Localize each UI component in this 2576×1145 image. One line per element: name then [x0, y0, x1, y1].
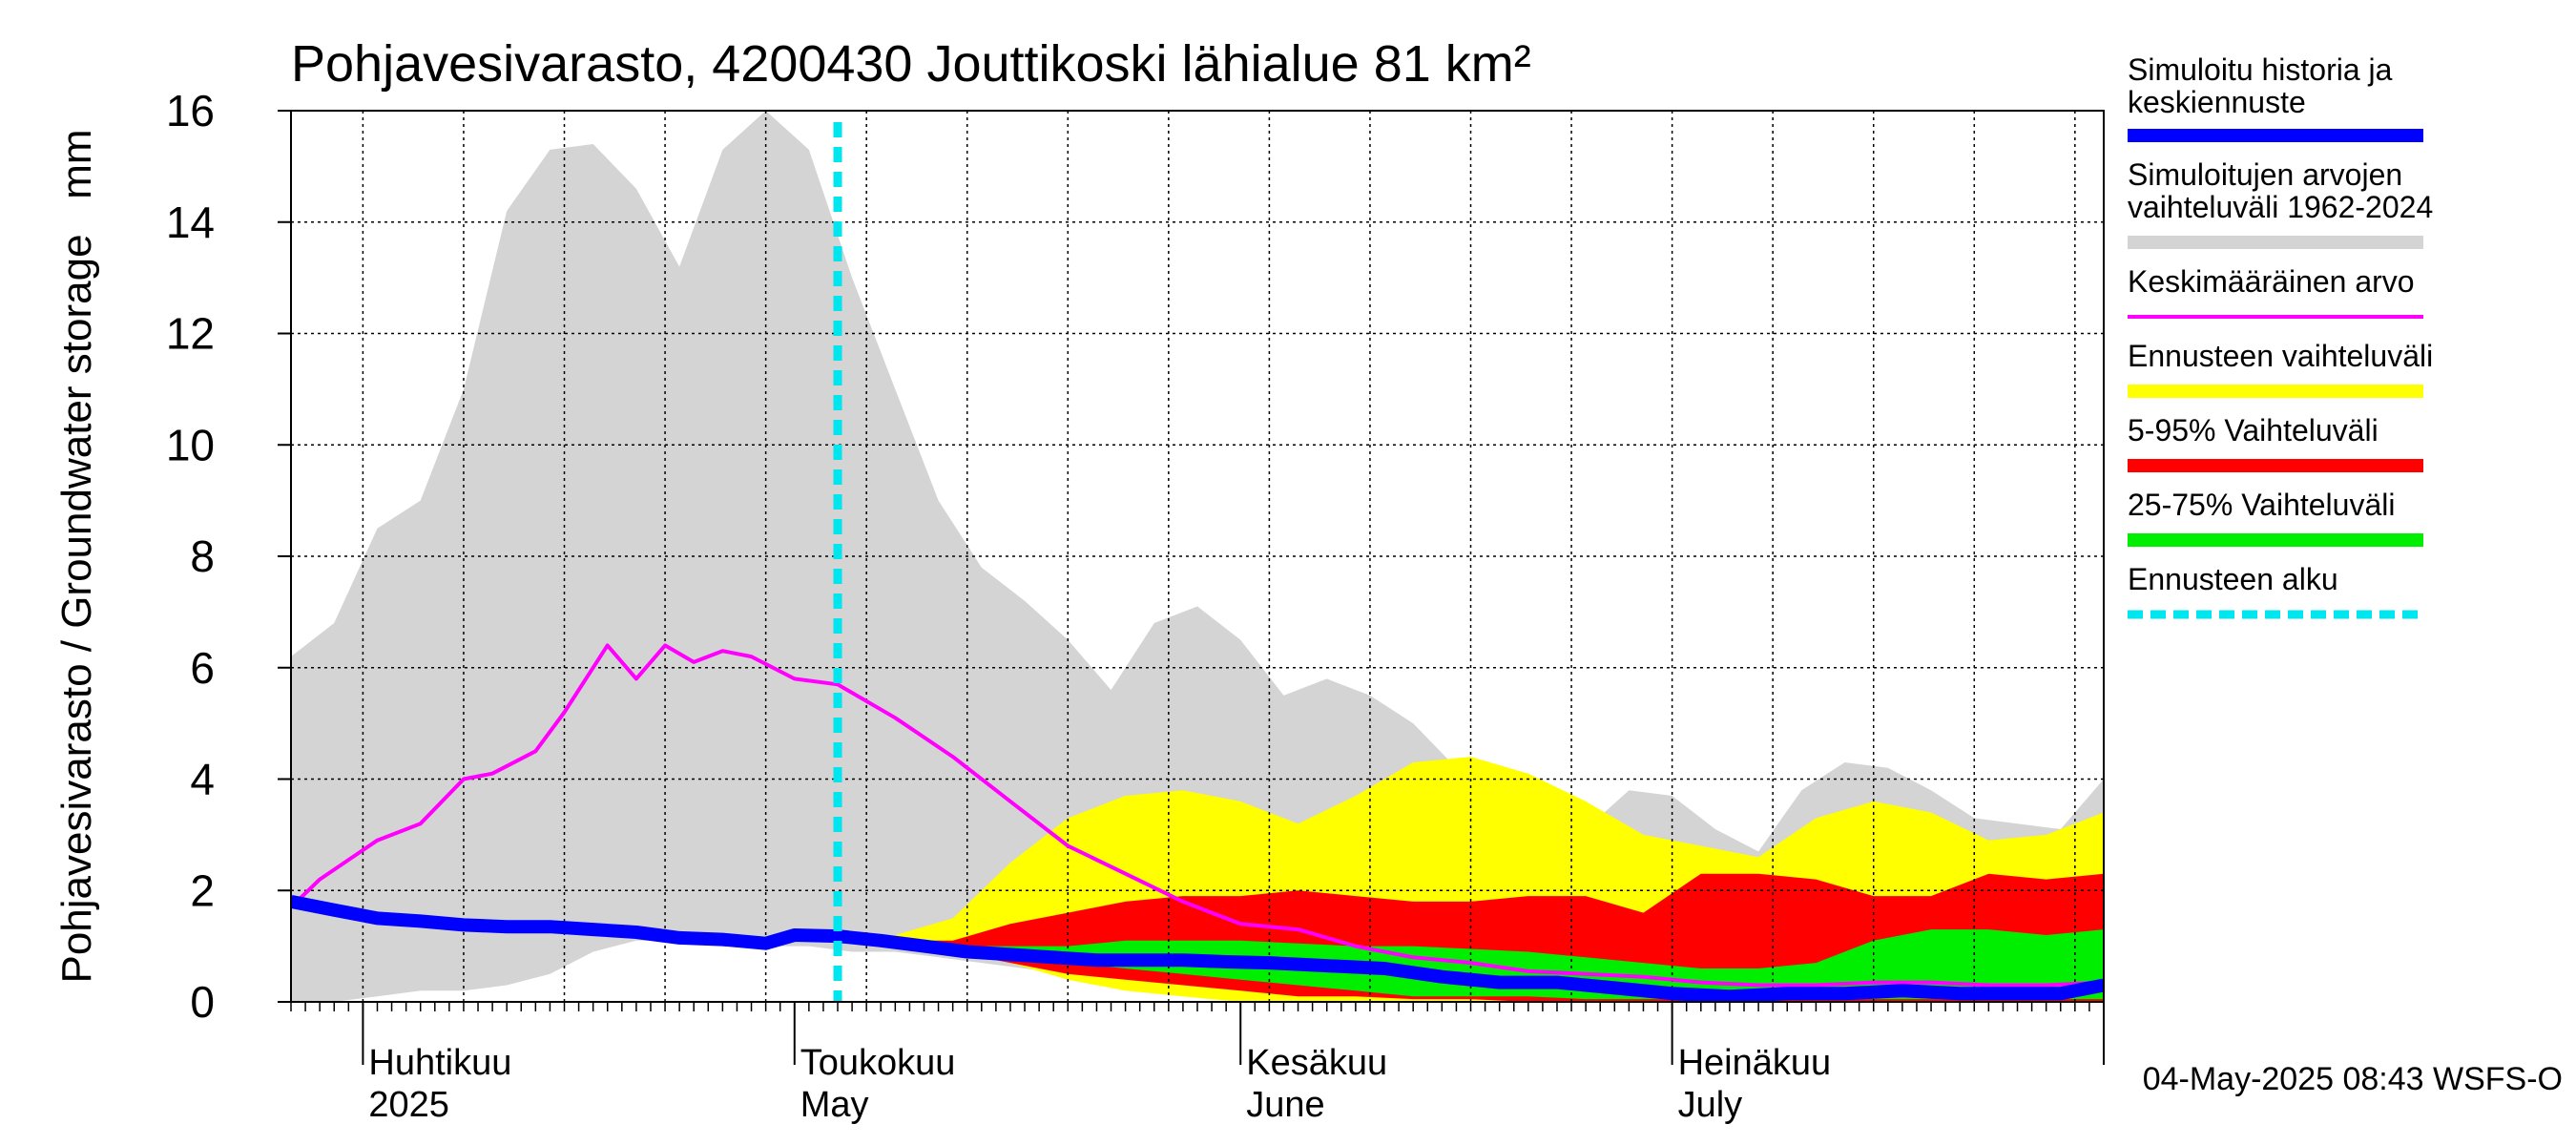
x-month-label-en: June	[1246, 1085, 1324, 1125]
band-0	[291, 111, 2104, 1002]
legend-item: 25-75% Vaihteluväli	[2128, 488, 2423, 547]
footer-timestamp: 04-May-2025 08:43 WSFS-O	[2143, 1061, 2563, 1097]
legend-label: 25-75% Vaihteluväli	[2128, 488, 2395, 522]
y-tick-label: 14	[166, 198, 215, 247]
simulated-history-line	[291, 895, 2104, 1002]
legend-label: 5-95% Vaihteluväli	[2128, 413, 2379, 448]
legend-label: Ennusteen alku	[2128, 562, 2338, 596]
y-tick-label: 12	[166, 309, 215, 359]
legend-item: Keskimääräinen arvo	[2128, 264, 2423, 319]
x-month-label-fi: Heinäkuu	[1678, 1043, 1832, 1083]
y-tick-label: 4	[190, 755, 215, 804]
legend-label: Ennusteen vaihteluväli	[2128, 339, 2433, 373]
y-tick-label: 0	[190, 977, 215, 1027]
legend-item: 5-95% Vaihteluväli	[2128, 413, 2423, 472]
legend-item: Ennusteen alku	[2128, 562, 2423, 619]
x-month-label-fi: Toukokuu	[800, 1043, 956, 1083]
legend-label: vaihteluväli 1962-2024	[2128, 190, 2433, 224]
lines-layer	[291, 122, 2104, 1002]
legend-label: Keskimääräinen arvo	[2128, 264, 2415, 299]
x-month-label-fi: Kesäkuu	[1246, 1043, 1387, 1083]
legend: Simuloitu historia jakeskiennusteSimuloi…	[2128, 52, 2433, 619]
legend-item: Ennusteen vaihteluväli	[2128, 339, 2433, 398]
x-month-label-fi: Huhtikuu	[368, 1043, 511, 1083]
y-tick-label: 10	[166, 420, 215, 469]
y-tick-label: 8	[190, 531, 215, 581]
legend-label: Simuloitujen arvojen	[2128, 157, 2402, 192]
y-tick-label: 2	[190, 865, 215, 915]
legend-label: Simuloitu historia ja	[2128, 52, 2393, 87]
y-tick-label: 6	[190, 643, 215, 693]
x-month-label-en: 2025	[368, 1085, 449, 1125]
mean-value-line	[291, 643, 2104, 988]
x-month-label-en: May	[800, 1085, 869, 1125]
x-month-label-en: July	[1678, 1085, 1743, 1125]
y-tick-label: 16	[166, 86, 215, 135]
y-axis: 0 2 4 6 8 10 12 14 16	[166, 86, 291, 1027]
y-axis-label: Pohjavesivarasto / Groundwater storage m…	[53, 129, 100, 983]
chart-title: Pohjavesivarasto, 4200430 Jouttikoski lä…	[291, 35, 1531, 93]
legend-label: keskiennuste	[2128, 85, 2306, 119]
